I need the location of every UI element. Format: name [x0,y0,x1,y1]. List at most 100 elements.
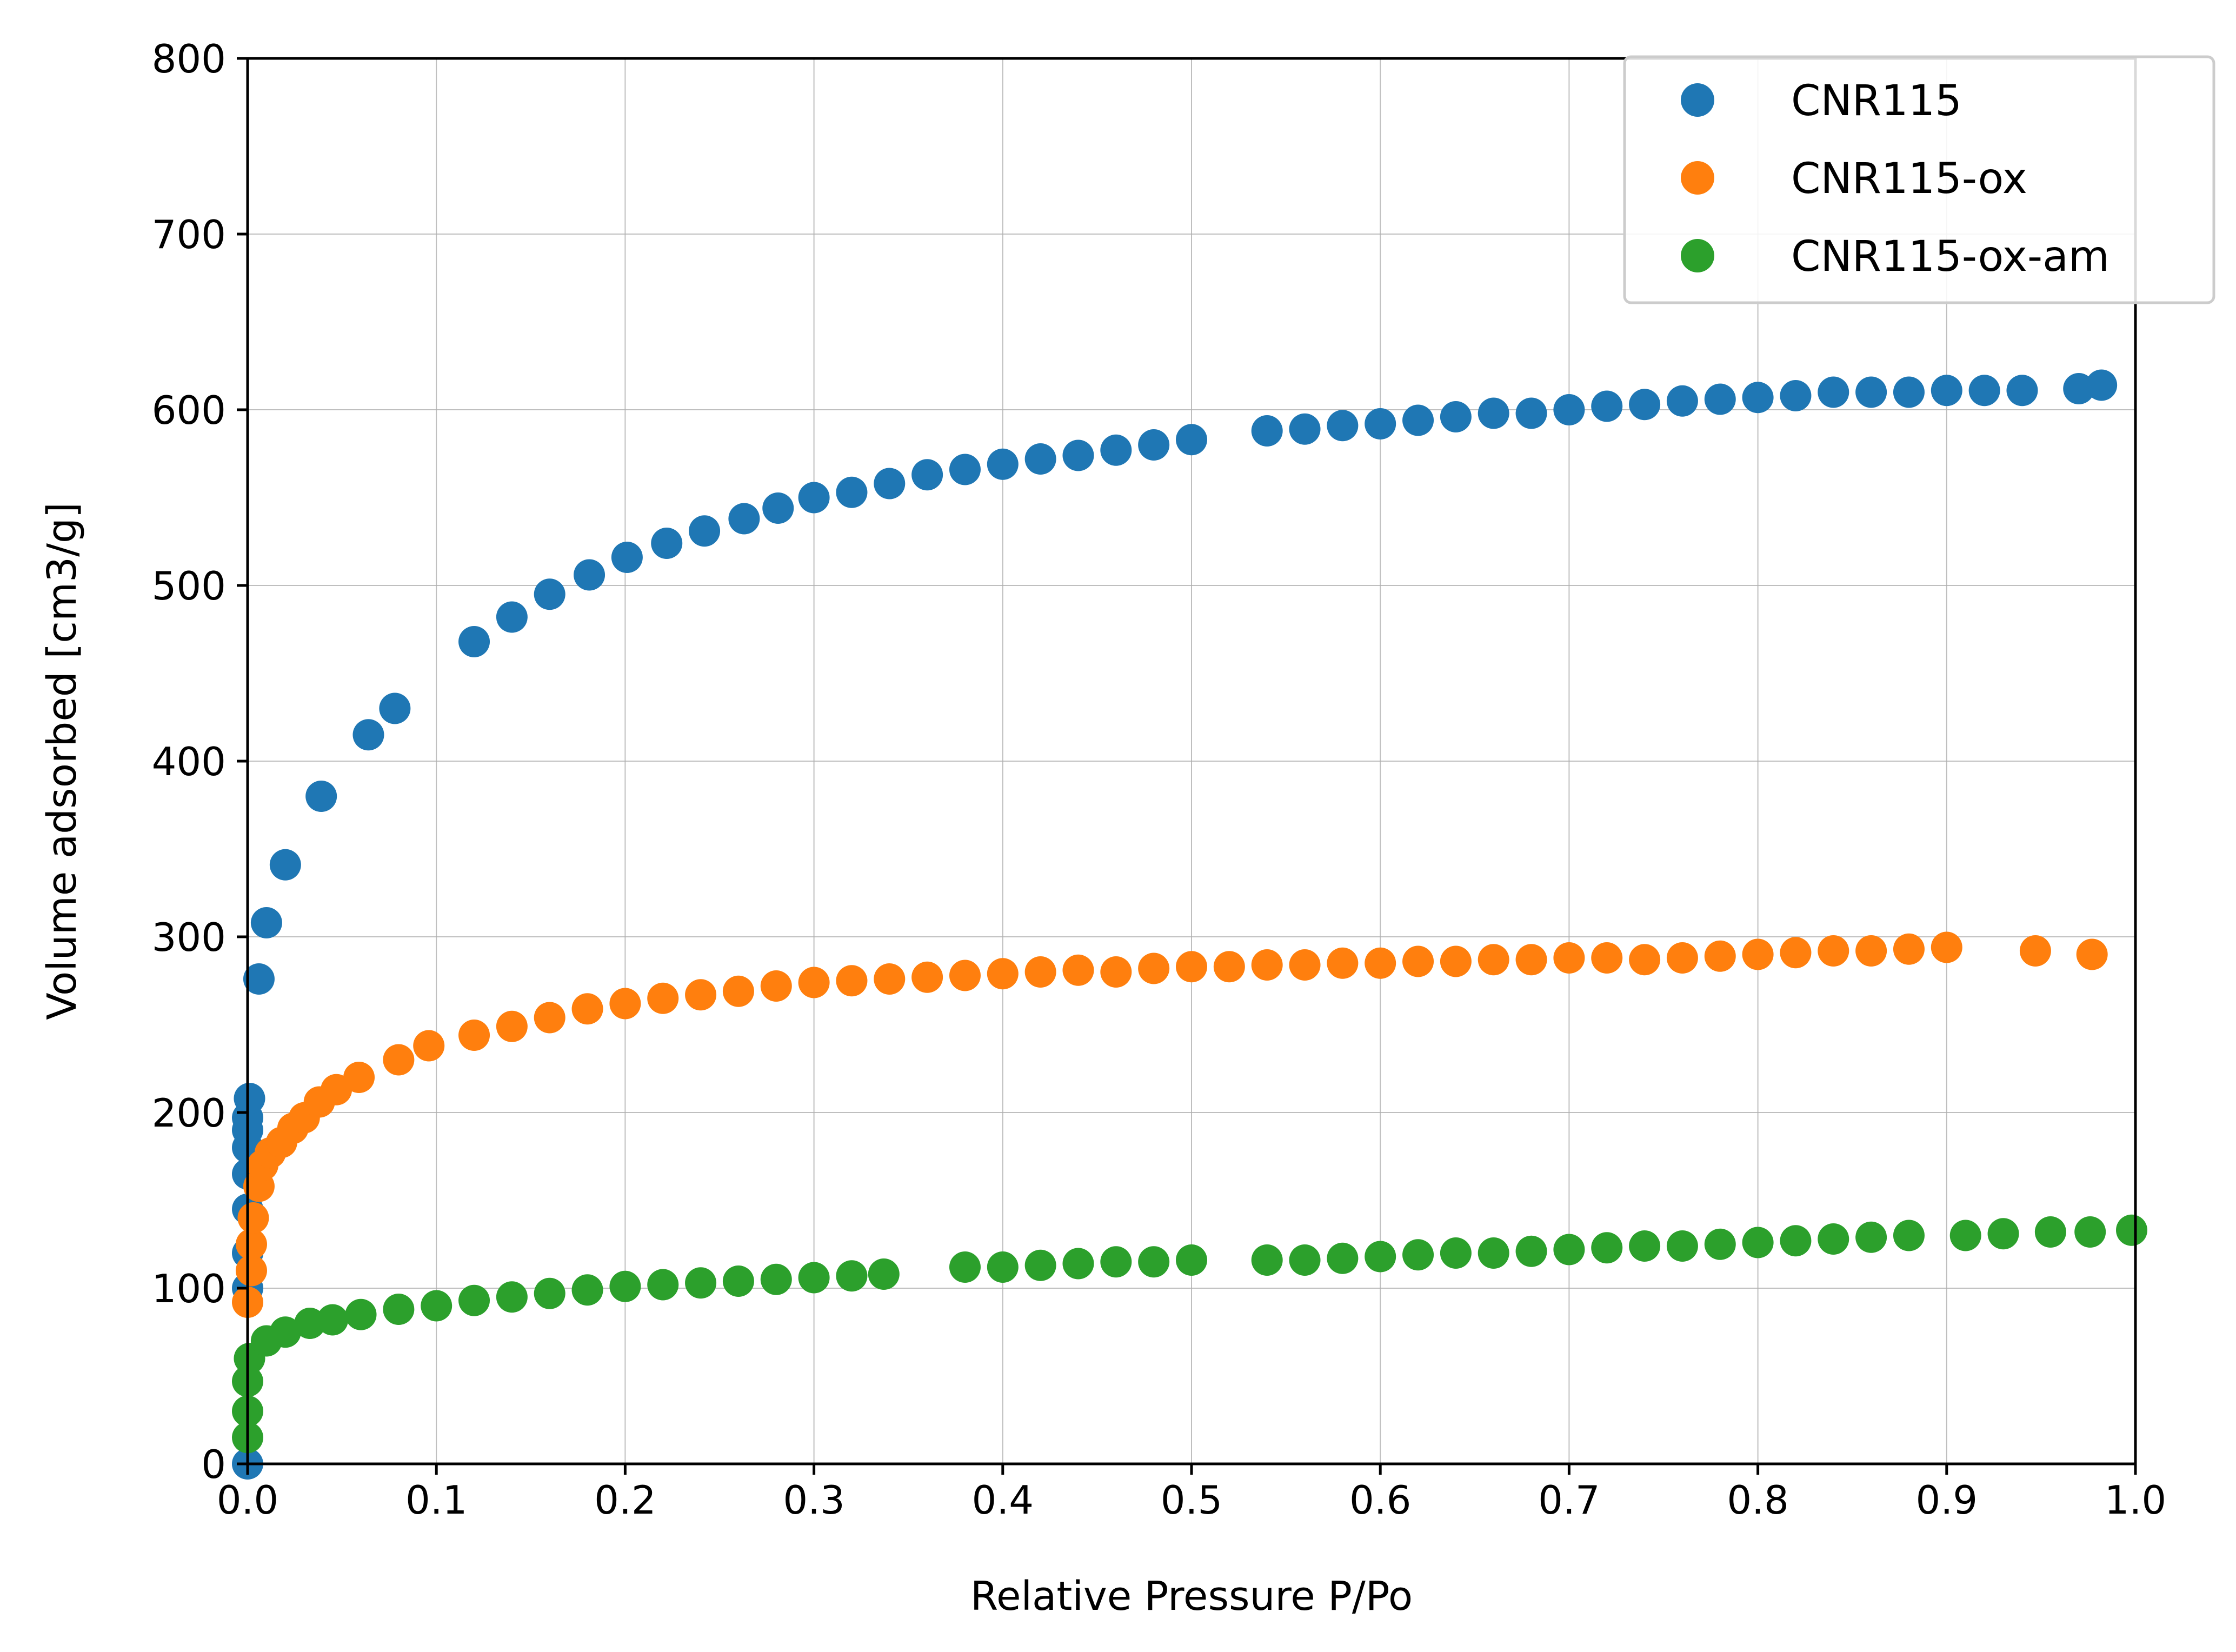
data-point-series-2 [1176,951,1207,983]
data-point-series-3 [1629,1230,1661,1262]
data-point-series-3 [1818,1223,1849,1255]
data-point-series-2 [1213,951,1245,983]
data-point-series-3 [1591,1232,1623,1264]
data-point-series-2 [534,1002,565,1034]
data-point-series-2 [1931,931,1962,963]
data-point-series-1 [1931,375,1962,407]
x-tick-label: 0.6 [1349,1477,1412,1523]
data-point-series-3 [1440,1237,1472,1269]
data-point-series-1 [1327,410,1359,442]
data-point-series-3 [987,1251,1019,1283]
data-point-series-3 [722,1265,754,1297]
x-tick-label: 0.7 [1538,1477,1600,1523]
data-point-series-2 [1704,940,1736,972]
data-point-series-2 [1666,942,1698,974]
data-point-series-1 [305,781,337,812]
data-point-series-2 [2019,935,2051,967]
data-point-series-3 [1780,1225,1812,1257]
y-tick-label: 0 [201,1442,226,1487]
data-point-series-2 [1062,954,1094,986]
data-point-series-1 [1553,394,1585,425]
data-point-series-1 [1402,404,1434,436]
data-point-series-3 [1515,1235,1547,1267]
data-point-series-1 [1742,382,1774,414]
legend-label: CNR115-ox-am [1791,232,2109,281]
data-points [232,369,2148,1480]
data-point-series-3 [1553,1234,1585,1265]
data-point-series-1 [874,468,906,499]
data-point-series-2 [1818,935,1849,967]
data-point-series-3 [317,1304,349,1336]
y-tick-label: 200 [152,1090,226,1136]
x-tick-label: 0.4 [972,1477,1034,1523]
x-tick-label: 1.0 [2105,1477,2167,1523]
data-point-series-2 [609,988,641,1020]
x-axis-label: Relative Pressure P/Po [970,1573,1413,1620]
data-point-series-2 [2076,938,2108,970]
data-point-series-3 [836,1260,868,1292]
data-point-series-1 [1818,376,1849,408]
data-point-series-1 [1024,443,1056,475]
data-point-series-1 [911,459,943,491]
data-point-series-3 [1742,1227,1774,1258]
data-point-series-1 [949,454,981,485]
data-point-series-3 [1478,1237,1509,1269]
data-point-series-3 [949,1251,981,1283]
data-point-series-3 [798,1262,830,1294]
legend-label: CNR115-ox [1791,155,2027,203]
data-point-series-2 [1515,944,1547,976]
data-point-series-1 [728,503,760,535]
data-point-series-2 [1365,947,1396,979]
legend-marker [1681,161,1714,195]
data-point-series-3 [1100,1246,1132,1278]
data-point-series-2 [1553,942,1585,974]
data-point-series-1 [1515,397,1547,429]
y-tick-label: 600 [152,388,226,433]
x-tick-label: 0.2 [594,1477,656,1523]
data-point-series-1 [1062,439,1094,471]
data-point-series-2 [949,960,981,991]
data-point-series-3 [534,1277,565,1309]
data-point-series-1 [2006,375,2038,407]
data-point-series-1 [1893,376,1925,408]
data-point-series-3 [685,1267,717,1299]
data-point-series-1 [2086,369,2118,401]
data-point-series-3 [760,1263,792,1295]
data-point-series-1 [1100,434,1132,466]
data-point-series-2 [1591,942,1623,974]
data-point-series-2 [1780,937,1812,969]
data-point-series-2 [1138,952,1170,984]
data-point-series-2 [1478,944,1509,976]
data-point-series-3 [1251,1244,1283,1276]
data-point-series-3 [2074,1216,2106,1248]
legend-marker [1681,239,1714,272]
data-point-series-3 [1855,1221,1887,1253]
data-point-series-2 [237,1202,269,1234]
x-tick-label: 0.5 [1161,1477,1223,1523]
legend: CNR115 CNR115-ox CNR115-ox-am [1623,55,2215,304]
data-point-series-1 [1251,415,1283,447]
data-point-series-3 [421,1290,452,1322]
data-point-series-2 [836,965,868,997]
data-point-series-3 [1365,1241,1396,1273]
data-point-series-3 [2034,1216,2066,1248]
data-point-series-1 [836,476,868,508]
data-point-series-1 [1365,408,1396,439]
data-point-series-1 [611,542,643,573]
data-point-series-2 [458,1020,490,1051]
data-point-series-3 [647,1269,679,1301]
data-point-series-1 [1780,380,1812,411]
data-point-series-3 [269,1316,301,1348]
data-point-series-3 [1289,1244,1321,1276]
data-point-series-2 [685,979,717,1011]
x-tick-label: 0.3 [783,1477,845,1523]
data-point-series-2 [1742,938,1774,970]
data-point-series-2 [647,982,679,1014]
legend-box [1623,55,2215,304]
data-point-series-1 [651,528,683,559]
data-point-series-1 [1855,376,1887,408]
data-point-series-1 [496,601,528,633]
data-point-series-2 [1327,947,1359,979]
axis-ticks: 0.0 0.1 0.2 0.3 0.4 0.5 0.6 0.7 0.8 0.9 1.0 0 100 200… [152,36,2167,1523]
data-point-series-1 [987,448,1019,480]
